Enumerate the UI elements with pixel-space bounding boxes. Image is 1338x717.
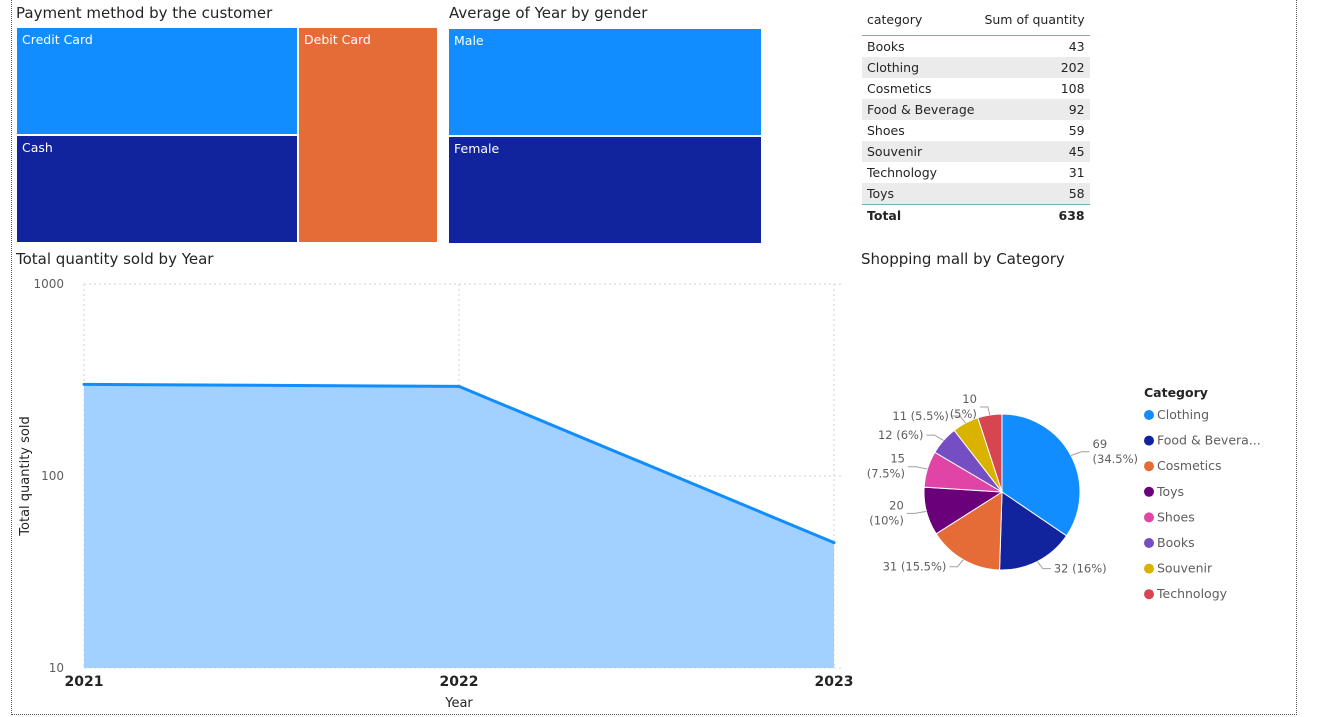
treemap-tile-female[interactable]: Female (448, 136, 762, 244)
data-label-leader (979, 406, 991, 416)
cell-category: Food & Beverage (862, 99, 980, 120)
tile-label: Female (454, 141, 500, 156)
data-label-leader (949, 559, 964, 568)
legend-entry: Technology (1156, 586, 1228, 601)
data-label: 20 (10%) (869, 498, 904, 527)
table-header-row: category Sum of quantity (862, 6, 1090, 36)
legend-marker (1144, 461, 1154, 472)
treemap-tile-credit-card[interactable]: Credit Card (16, 27, 298, 135)
x-tick-label: 2022 (440, 674, 479, 690)
cell-category: Clothing (862, 57, 980, 78)
report-canvas (11, 0, 1297, 715)
x-tick-label: 2021 (65, 674, 104, 690)
data-label-leader (1037, 561, 1051, 570)
cell-quantity: 45 (979, 141, 1090, 162)
y-axis-label: Total quantity sold (18, 416, 33, 536)
data-label-leader (926, 434, 944, 441)
legend-marker (1144, 563, 1154, 574)
table-row: Cosmetics 108 (862, 78, 1090, 99)
cell-total-label: Total (862, 204, 980, 226)
gender-treemap-title: Average of Year by gender (449, 4, 648, 22)
treemap-tile-cash[interactable]: Cash (16, 135, 298, 243)
treemap-tile-debit-card[interactable]: Debit Card (298, 27, 438, 243)
legend-entry: Souvenir (1157, 561, 1213, 576)
data-label: 15 (7.5%) (867, 452, 905, 481)
cell-category: Cosmetics (867, 81, 932, 96)
pie-slice-technology (977, 413, 1003, 493)
table-row: Clothing 202 (862, 57, 1090, 78)
tile-label: Male (454, 33, 484, 48)
pie-chart-title: Shopping mall by Category (861, 250, 1065, 268)
legend-title: Category (1144, 385, 1208, 400)
data-point (832, 541, 836, 545)
category-quantity-table: category Sum of quantity Books 43 Clothin… (862, 6, 1090, 226)
table-row: Technology 31 (862, 162, 1090, 183)
table-row: Books 43 (862, 36, 1090, 58)
cell-category: Souvenir (862, 141, 980, 162)
table-row: Shoes 59 (862, 120, 1090, 141)
y-tick-label: 10 (49, 661, 64, 675)
table-row: Food & Beverage 92 (862, 99, 1090, 120)
pie-slice-food-beverage (999, 491, 1068, 571)
data-point (457, 384, 461, 388)
y-tick-label: 1000 (33, 277, 64, 291)
x-axis-label: Year (444, 696, 473, 711)
legend-marker (1144, 589, 1154, 600)
data-label: 31 (15.5%) (883, 560, 947, 574)
cell-category: Toys (862, 183, 980, 205)
cell-quantity: 202 (979, 57, 1090, 78)
data-label-leader (951, 415, 966, 424)
tile-label: Cash (22, 140, 53, 155)
legend-marker (1144, 486, 1154, 497)
cell-total-value: 638 (979, 204, 1090, 226)
area-fill (84, 384, 834, 668)
legend-marker (1144, 410, 1154, 420)
legend-marker (1144, 512, 1154, 523)
data-point (82, 382, 86, 386)
legend-entry: Books (1157, 535, 1195, 550)
legend-marker (1144, 538, 1154, 548)
legend-entry: Cosmetics (1157, 458, 1222, 473)
payment-treemap-title: Payment method by the customer (16, 4, 273, 22)
pie-slice-clothing (1001, 413, 1081, 537)
table-total-row: Total 638 (862, 204, 1090, 226)
area-chart-title: Total quantity sold by Year (16, 250, 214, 268)
data-label-leader (906, 510, 927, 514)
data-label: 10 (5%) (950, 392, 977, 421)
pie-chart: 69 (34.5%) 32 (16%) 31 (15.5%) 20 (10%) 15 (7.5… (867, 385, 1261, 601)
y-tick-label: 100 (41, 469, 64, 483)
cell-quantity: 59 (1068, 123, 1085, 138)
legend-entry: Shoes (1157, 509, 1195, 524)
tile-label: Credit Card (22, 32, 93, 47)
legend-entry: Toys (1156, 484, 1184, 499)
cell-category: Technology (867, 165, 938, 180)
tile-label: Debit Card (304, 32, 371, 47)
data-label: 32 (16%) (1054, 562, 1107, 576)
legend-entry: Food & Bevera... (1157, 433, 1261, 448)
cell-quantity: 43 (1068, 39, 1085, 54)
column-header-category[interactable]: category (862, 6, 980, 36)
cell-quantity: 108 (1060, 81, 1085, 96)
cell-quantity: 31 (1068, 165, 1085, 180)
treemap-tile-male[interactable]: Male (448, 28, 762, 136)
pie-slice-cosmetics (935, 491, 1003, 571)
cell-category: Shoes (867, 123, 905, 138)
x-tick-label: 2023 (815, 674, 854, 690)
table-row: Souvenir 45 (862, 141, 1090, 162)
column-header-sum-of-quantity[interactable]: Sum of quantity (979, 6, 1090, 36)
data-label-leader (907, 466, 928, 470)
table-row: Toys 58 (862, 183, 1090, 205)
data-label: 69 (34.5%) (1093, 437, 1139, 466)
cell-quantity: 92 (979, 99, 1090, 120)
cell-category: Books (867, 39, 905, 54)
legend-marker (1144, 435, 1154, 446)
data-label: 11 (5.5%) (892, 409, 948, 423)
data-label: 12 (6%) (878, 428, 924, 442)
cell-quantity: 58 (979, 183, 1090, 205)
legend-entry: Clothing (1157, 407, 1209, 422)
data-label-leader (1070, 451, 1090, 456)
